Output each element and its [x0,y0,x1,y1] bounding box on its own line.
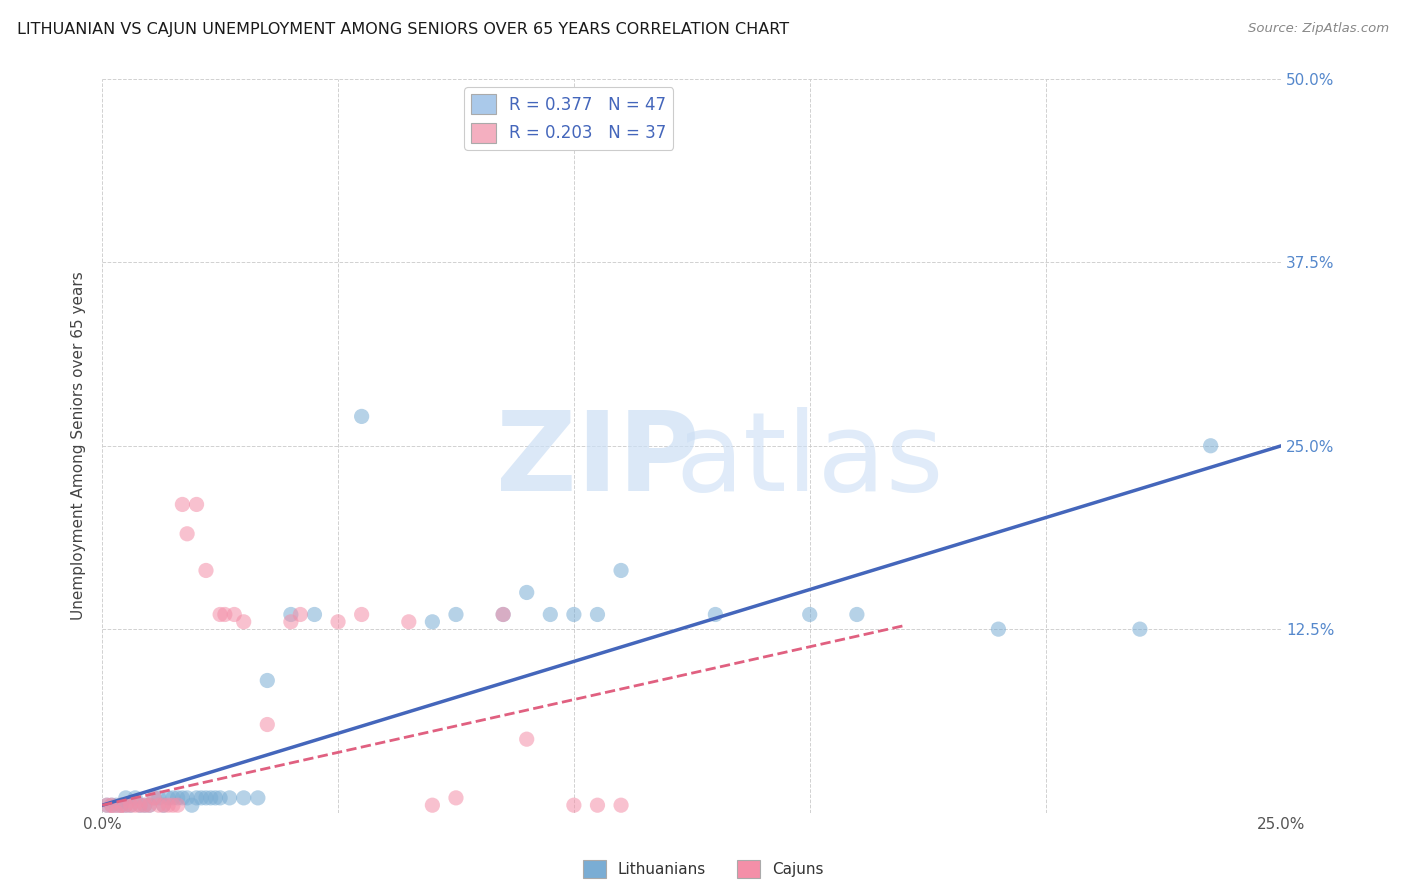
Point [1129,622,1152,636]
Point [157,798,180,813]
Point [350,607,373,622]
Point [120,798,142,813]
Point [704,607,727,622]
Text: atlas: atlas [675,407,943,514]
Point [176,526,198,541]
Point [218,790,240,805]
Point [398,615,420,629]
Point [232,790,254,805]
Point [110,798,132,813]
Point [114,798,136,813]
Point [105,805,128,820]
Point [246,790,269,805]
Legend: R = 0.377   N = 47, R = 0.203   N = 37: R = 0.377 N = 47, R = 0.203 N = 37 [464,87,673,150]
Point [124,790,146,805]
Point [143,790,166,805]
Y-axis label: Unemployment Among Seniors over 65 years: Unemployment Among Seniors over 65 years [72,271,86,620]
Point [326,615,349,629]
Point [186,498,208,512]
Point [96,798,118,813]
Point [610,564,633,578]
Point [162,790,184,805]
Point [134,798,156,813]
Point [166,790,188,805]
Point [148,798,170,813]
Point [204,790,226,805]
Point [114,790,136,805]
Point [290,607,312,622]
Point [562,607,585,622]
Point [562,798,585,813]
Point [304,607,326,622]
Point [492,607,515,622]
Point [280,607,302,622]
Point [129,798,152,813]
Legend: Lithuanians, Cajuns: Lithuanians, Cajuns [576,854,830,884]
Point [444,607,467,622]
Point [120,798,142,813]
Text: ZIP: ZIP [496,407,699,514]
Point [138,798,160,813]
Point [610,798,633,813]
Point [422,798,444,813]
Point [172,790,194,805]
Point [105,798,128,813]
Point [214,607,236,622]
Point [162,798,184,813]
Point [444,790,467,805]
Point [538,607,561,622]
Point [232,615,254,629]
Point [124,798,146,813]
Point [100,798,122,813]
Point [987,622,1010,636]
Point [516,585,538,599]
Point [110,798,132,813]
Point [100,798,122,813]
Point [586,607,609,622]
Point [152,798,174,813]
Point [224,607,246,622]
Point [516,732,538,747]
Point [256,717,278,731]
Point [209,607,232,622]
Point [143,790,166,805]
Point [422,615,444,629]
Point [172,498,194,512]
Point [350,409,373,424]
Point [134,798,156,813]
Point [799,607,821,622]
Point [200,790,222,805]
Point [180,798,202,813]
Point [492,607,515,622]
Point [845,607,868,622]
Point [148,790,170,805]
Point [176,790,198,805]
Point [96,798,118,813]
Point [256,673,278,688]
Point [166,798,188,813]
Point [280,615,302,629]
Point [138,798,160,813]
Point [157,790,180,805]
Point [586,798,609,813]
Point [209,790,232,805]
Point [190,790,212,805]
Point [195,790,218,805]
Text: Source: ZipAtlas.com: Source: ZipAtlas.com [1249,22,1389,36]
Point [195,564,218,578]
Point [152,798,174,813]
Point [129,798,152,813]
Text: LITHUANIAN VS CAJUN UNEMPLOYMENT AMONG SENIORS OVER 65 YEARS CORRELATION CHART: LITHUANIAN VS CAJUN UNEMPLOYMENT AMONG S… [17,22,789,37]
Point [114,798,136,813]
Point [186,790,208,805]
Point [1199,439,1222,453]
